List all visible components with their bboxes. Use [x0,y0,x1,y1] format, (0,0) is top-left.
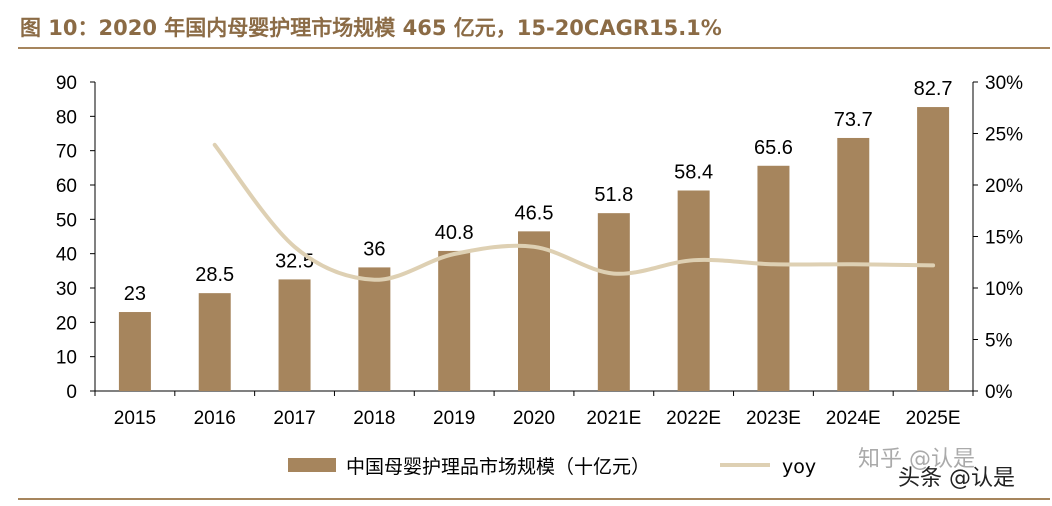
y-tick-label: 50 [56,210,77,231]
x-tick-label: 2015 [114,408,156,429]
x-tick-label: 2024E [826,408,881,429]
y-tick-label: 70 [56,142,77,163]
data-label: 32.5 [275,250,314,272]
bar [757,165,790,391]
data-label: 65.6 [754,137,793,159]
y2-tick-label: 30% [985,73,1023,94]
title-divider [18,47,1050,49]
bar [438,250,471,391]
x-tick-label: 2017 [273,408,315,429]
y2-tick-label: 15% [985,228,1023,249]
data-labels: 23 28.5 32.5 36 40.8 46.5 51.8 58.4 65.6 73.7 82.7 [124,78,953,305]
legend-label-line: yoy [782,456,816,478]
bar [118,312,151,391]
data-label: 36 [363,238,385,260]
axes: 0 10 20 30 40 50 60 70 80 90 0% 5% 10% 15% 20% 25% 30% 20… [56,73,1023,429]
bar [518,231,550,391]
legend-swatch-bar [288,458,336,472]
bar [597,213,630,391]
y-tick-label: 20 [56,313,77,334]
y2-tick-label: 20% [985,176,1023,197]
y2-tick-label: 5% [985,331,1013,352]
data-label: 58.4 [674,161,713,183]
data-label: 28.5 [195,264,234,286]
legend: 中国母婴护理品市场规模（十亿元） yoy [288,456,816,478]
bar [917,107,950,392]
bar [198,293,231,391]
data-label: 82.7 [914,78,953,100]
y2-tick-label: 10% [985,279,1023,300]
y-tick-label: 0 [66,382,77,403]
y-tick-label: 30 [56,279,77,300]
watermark-text-1: 知乎 @认是 [858,447,975,472]
x-tick-label: 2020 [513,408,555,429]
x-tick-label: 2021E [586,408,641,429]
data-label: 40.8 [435,222,474,244]
y2-tick-label: 25% [985,125,1023,146]
x-tick-label: 2019 [433,408,475,429]
data-label: 23 [124,283,146,305]
chart-title: 图 10：2020 年国内母婴护理市场规模 465 亿元，15-20CAGR15… [20,16,722,40]
y-tick-label: 40 [56,245,77,266]
bottom-divider [18,498,1050,500]
x-tick-label: 2022E [666,408,721,429]
y-tick-label: 60 [56,176,77,197]
yoy-line-series [212,142,936,282]
data-label: 51.8 [594,184,633,206]
x-tick-label: 2016 [194,408,236,429]
bar [278,279,311,391]
data-label: 73.7 [834,109,873,131]
bar [677,190,710,391]
x-tick-label: 2025E [906,408,961,429]
x-tick-label: 2018 [353,408,395,429]
watermark-text-2: 头条 @认是 [898,466,1015,491]
bar [358,267,391,391]
y-tick-label: 80 [56,107,77,128]
y-tick-label: 10 [56,348,77,369]
y-tick-label: 90 [56,73,77,94]
x-tick-label: 2023E [746,408,801,429]
legend-label-bar: 中国母婴护理品市场规模（十亿元） [346,456,650,478]
bar-series [118,107,950,392]
data-label: 46.5 [515,202,554,224]
y2-tick-label: 0% [985,382,1013,403]
yoy-line [212,142,936,282]
